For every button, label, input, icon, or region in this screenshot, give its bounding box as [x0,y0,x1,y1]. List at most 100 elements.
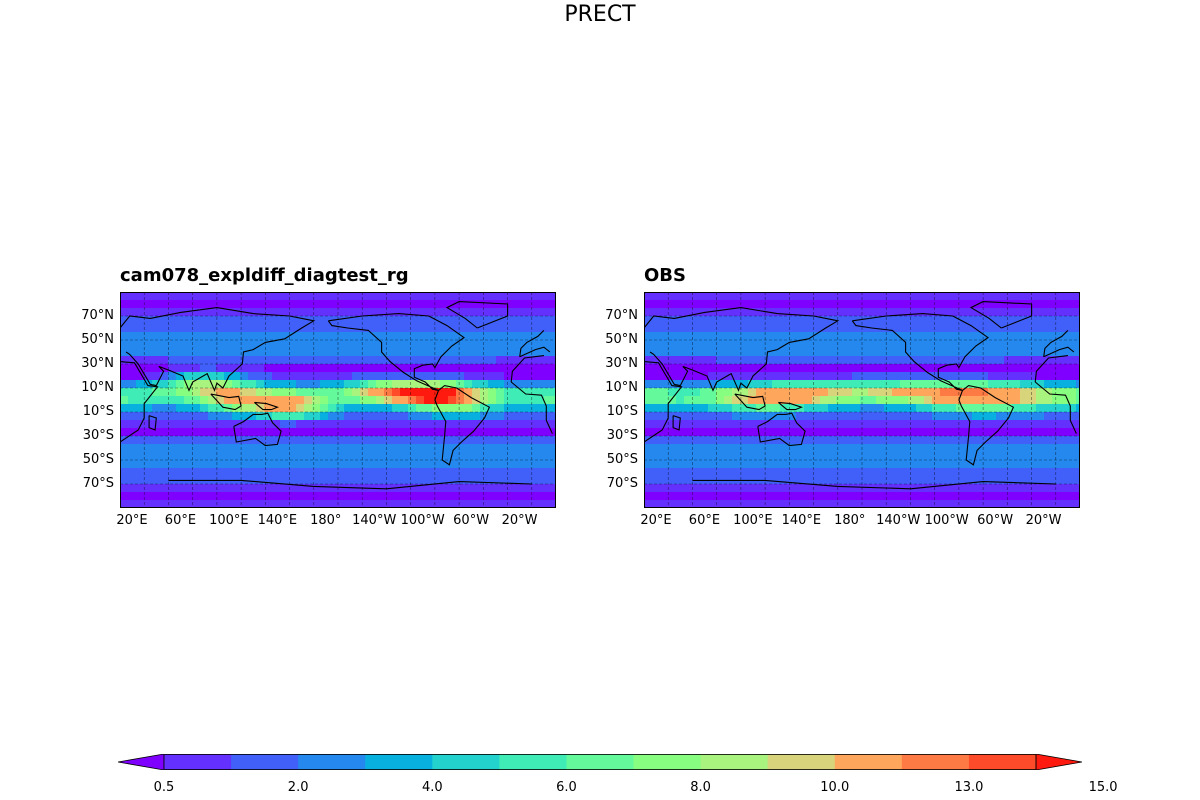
heat-cell [1044,420,1053,429]
heat-cell [748,356,757,365]
heat-cell [884,476,893,485]
heat-cell [528,364,537,373]
heat-cell [812,292,821,301]
heat-cell [700,316,709,325]
heat-cell [416,436,425,445]
heat-cell [860,364,869,373]
heat-cell [1052,420,1061,429]
heat-cell [536,348,545,357]
heat-cell [1028,372,1037,381]
heat-cell [448,492,457,501]
heat-cell [296,412,305,421]
heat-cell [232,452,241,461]
heat-cell [416,452,425,461]
colorbar-tick-label: 15.0 [1088,780,1118,795]
heat-cell [1028,428,1037,437]
heat-cell [1068,292,1077,301]
heat-cell [168,308,177,317]
heat-cell [456,332,465,341]
heat-cell [392,404,401,413]
heat-cell [136,324,145,333]
heat-cell [828,364,837,373]
heat-cell [552,356,556,365]
heat-cell [780,476,789,485]
heat-cell [464,308,473,317]
heat-cell [296,492,305,501]
heat-cell [732,396,741,405]
heat-cell [1060,316,1069,325]
heat-cell [392,356,401,365]
heat-cell [924,468,933,477]
heat-cell [740,500,749,508]
heat-cell [280,356,289,365]
heat-cell [644,332,653,341]
coastline [148,415,157,431]
heat-cell [240,332,249,341]
heat-cell [1036,468,1045,477]
heat-cell [376,404,385,413]
heat-cell [820,332,829,341]
heat-cell [908,324,917,333]
heat-cell [240,444,249,453]
heat-cell [504,380,513,389]
heat-cell [868,388,877,397]
heat-cell [1044,348,1053,357]
heat-cell [216,364,225,373]
heat-cell [700,492,709,501]
heat-cell [168,444,177,453]
heat-cell [360,460,369,469]
heat-cell [520,460,529,469]
heat-cell [264,404,273,413]
heat-cell [168,452,177,461]
heat-cell [464,444,473,453]
heat-cell [668,340,677,349]
heat-cell [964,444,973,453]
heat-cell [120,324,129,333]
heat-cell [528,348,537,357]
heat-cell [932,460,941,469]
heat-cell [416,428,425,437]
heat-cell [748,316,757,325]
heat-cell [1020,340,1029,349]
heat-cell [216,428,225,437]
heat-cell [1052,348,1061,357]
heat-cell [1028,476,1037,485]
heat-cell [464,412,473,421]
heat-cell [120,316,129,325]
heat-cell [368,324,377,333]
heat-cell [924,484,933,493]
heat-cell [900,452,909,461]
heat-cell [488,436,497,445]
heat-cell [376,316,385,325]
heat-cell [1060,348,1069,357]
heat-cell [1052,460,1061,469]
x-tick-label: 180° [310,513,342,528]
heat-cell [940,388,949,397]
heat-cell [1028,436,1037,445]
heat-cell [788,364,797,373]
heat-cell [812,492,821,501]
heat-cell [884,348,893,357]
heat-cell [232,356,241,365]
heat-cell [972,332,981,341]
heat-cell [964,340,973,349]
heat-cell [264,308,273,317]
heat-cell [788,324,797,333]
heat-cell [748,436,757,445]
heat-cell [652,452,661,461]
heat-cell [812,476,821,485]
heat-cell [1028,340,1037,349]
heat-cell [160,492,169,501]
heat-cell [924,364,933,373]
heat-cell [432,492,441,501]
heat-cell [964,484,973,493]
heat-cell [860,452,869,461]
heat-cell [376,452,385,461]
heat-cell [668,460,677,469]
heat-cell [844,356,853,365]
heat-cell [512,452,521,461]
heat-cell [344,476,353,485]
heat-cell [536,332,545,341]
heat-cell [152,412,161,421]
heat-cell [320,380,329,389]
